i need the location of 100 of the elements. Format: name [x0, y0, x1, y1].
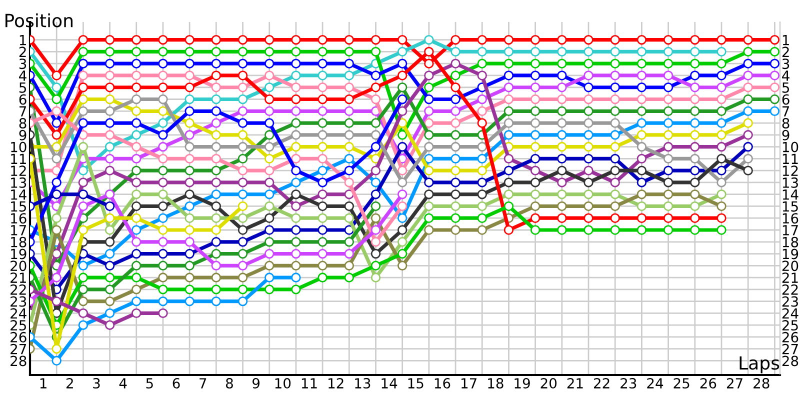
point	[716, 70, 726, 80]
point	[370, 248, 381, 259]
y2-tick-label: 13	[782, 177, 798, 188]
y2-tick-label: 15	[782, 201, 798, 212]
point	[211, 166, 222, 176]
point	[450, 34, 460, 45]
point	[318, 154, 328, 164]
point	[52, 154, 62, 164]
point	[636, 70, 647, 80]
point	[211, 284, 222, 294]
point	[636, 34, 647, 45]
y-tick-label: 18	[11, 236, 26, 248]
point	[663, 166, 674, 176]
point	[424, 82, 434, 92]
y2-tick-label: 6	[782, 94, 790, 105]
point	[78, 82, 88, 92]
point	[477, 118, 487, 128]
point	[557, 213, 567, 223]
point	[743, 58, 753, 68]
x-tick-label: 7	[200, 378, 206, 388]
point	[291, 178, 301, 188]
point	[636, 106, 647, 116]
point	[584, 34, 594, 45]
point	[291, 260, 301, 271]
point	[211, 296, 222, 306]
point	[557, 225, 567, 235]
point	[264, 58, 274, 68]
point	[238, 58, 248, 68]
point	[477, 213, 487, 223]
point	[610, 70, 620, 80]
point	[184, 130, 194, 140]
point	[104, 82, 115, 92]
point	[584, 94, 594, 104]
point	[158, 106, 168, 116]
point	[264, 142, 274, 152]
point	[504, 178, 514, 188]
point	[344, 34, 354, 45]
point	[530, 189, 540, 200]
point	[424, 94, 434, 104]
point	[184, 178, 194, 188]
point	[78, 34, 88, 45]
point	[184, 248, 194, 259]
point	[291, 225, 301, 235]
point	[610, 34, 620, 45]
point	[450, 213, 460, 223]
point	[78, 284, 88, 294]
point	[557, 58, 567, 68]
point	[450, 189, 460, 200]
point	[238, 284, 248, 294]
point	[477, 142, 487, 152]
point	[370, 70, 381, 80]
point	[584, 142, 594, 152]
point	[104, 201, 115, 212]
point	[504, 34, 514, 45]
point	[184, 272, 194, 282]
point	[318, 58, 328, 68]
x-tick-label: 1	[40, 378, 46, 388]
point	[264, 130, 274, 140]
point	[52, 106, 62, 116]
point	[291, 142, 301, 152]
point	[104, 94, 115, 104]
y2-tick-label: 25	[782, 320, 798, 331]
point	[318, 166, 328, 176]
point	[238, 225, 248, 235]
point	[743, 70, 753, 80]
point	[318, 237, 328, 247]
point	[424, 46, 434, 57]
point	[397, 94, 408, 104]
point	[104, 248, 115, 259]
point	[636, 58, 647, 68]
point	[264, 154, 274, 164]
x-tick-label: 16	[434, 378, 450, 389]
point	[557, 82, 567, 92]
y2-tick-label: 10	[782, 142, 798, 152]
x-tick-label: 13	[355, 378, 370, 389]
point	[636, 213, 647, 223]
point	[264, 178, 274, 188]
point	[264, 34, 274, 45]
point	[610, 225, 620, 235]
point	[610, 142, 620, 152]
point	[238, 272, 248, 282]
point	[104, 118, 115, 128]
point	[504, 46, 514, 57]
point	[184, 142, 194, 152]
point	[158, 248, 168, 259]
point	[184, 213, 194, 223]
point	[344, 130, 354, 140]
point	[743, 118, 753, 128]
x-tick-label: 20	[540, 378, 557, 389]
point	[132, 284, 142, 294]
point	[450, 166, 460, 176]
point	[690, 82, 700, 92]
point	[78, 201, 88, 212]
point	[318, 248, 328, 259]
point	[104, 106, 115, 116]
point	[52, 94, 62, 104]
point	[318, 225, 328, 235]
point	[211, 142, 222, 152]
point	[370, 201, 381, 212]
point	[397, 248, 408, 259]
